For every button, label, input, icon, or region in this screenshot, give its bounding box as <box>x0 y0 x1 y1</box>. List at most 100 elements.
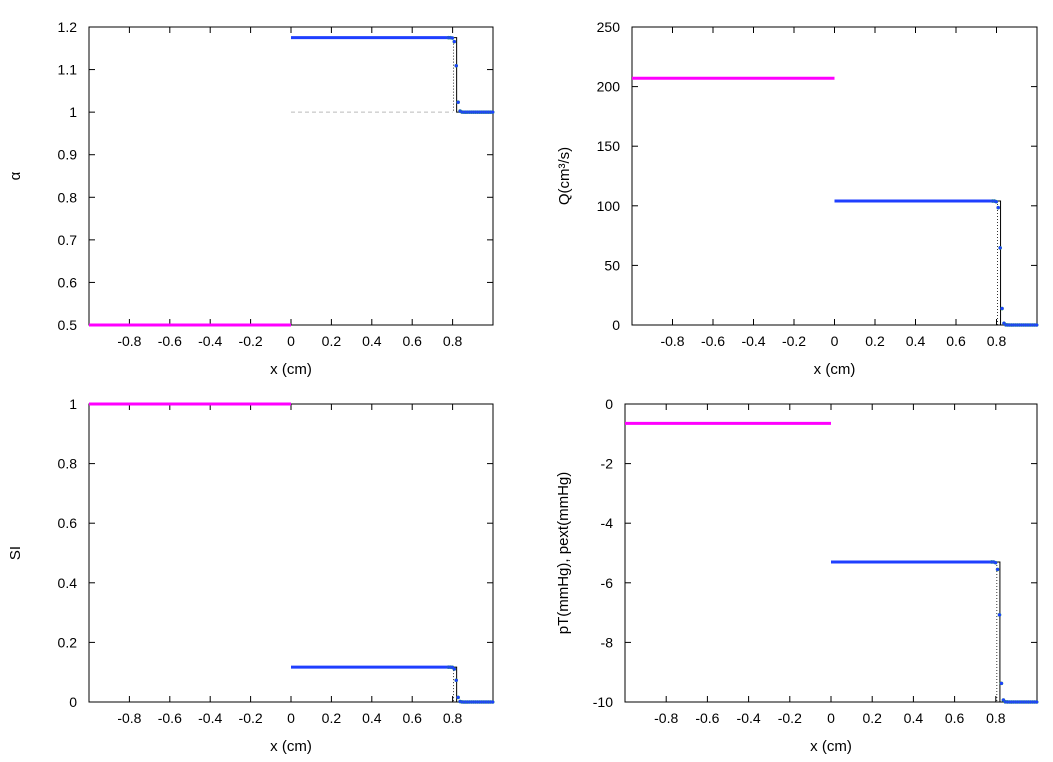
y-tick-label: 250 <box>597 19 621 35</box>
y-tick-label: 0.8 <box>58 189 78 205</box>
y-tick-label: 1 <box>69 104 77 120</box>
x-tick-label: 0.2 <box>322 710 342 726</box>
x-tick-label: -0.2 <box>782 333 806 349</box>
plot-frame <box>631 26 1038 326</box>
panel-alpha: -0.8 -0.6 -0.4 -0.2 0 0.2 0.4 0.6 0.8 0.5 0.6 0.7 0.… <box>7 19 495 378</box>
y-tick-label: 150 <box>597 138 621 154</box>
panel-si: -0.8 -0.6 -0.4 -0.2 0 0.2 0.4 0.6 0.8 0 0.2 0.4 0.6 0… <box>7 396 495 755</box>
x-tick-label: -0.6 <box>158 710 182 726</box>
x-axis-label: x (cm) <box>270 361 312 378</box>
x-tick-label: 0.8 <box>986 710 1006 726</box>
x-tick-label: -0.8 <box>117 710 141 726</box>
exact-solution-line <box>291 37 493 113</box>
x-tick-label: 0 <box>287 333 295 349</box>
x-tick-label: -0.6 <box>158 333 182 349</box>
numerical-point <box>450 36 454 40</box>
numerical-point <box>996 206 1000 210</box>
y-tick-label: 0 <box>612 317 620 333</box>
x-tick-label: 0 <box>827 710 835 726</box>
numerical-point <box>491 110 495 114</box>
x-tick-label: -0.2 <box>239 710 263 726</box>
x-tick-label: -0.4 <box>198 333 222 349</box>
x-tick-label: 0.6 <box>402 710 422 726</box>
y-tick-label: 0.4 <box>58 575 78 591</box>
numerical-point <box>997 613 1002 617</box>
plot-frame <box>88 26 494 326</box>
x-tick-label: 0.4 <box>904 710 924 726</box>
x-axis-label: x (cm) <box>810 738 852 755</box>
y-tick-label: -2 <box>601 456 614 472</box>
numerical-point <box>1035 700 1039 704</box>
x-tick-label: 0.8 <box>443 333 463 349</box>
numerical-point <box>994 200 998 204</box>
numerical-point <box>999 681 1004 685</box>
x-tick-label: 0.2 <box>862 710 882 726</box>
y-axis-label: α <box>7 171 24 180</box>
y-tick-label: 1.1 <box>58 62 78 78</box>
numerical-point <box>995 567 1000 572</box>
x-tick-label: -0.8 <box>654 710 678 726</box>
y-tick-label: 0.8 <box>58 456 78 472</box>
x-tick-label: 0.2 <box>322 333 342 349</box>
y-tick-label: 0.5 <box>58 317 78 333</box>
x-tick-label: 0 <box>831 333 839 349</box>
x-tick-label: 0.4 <box>362 710 382 726</box>
x-tick-label: -0.4 <box>198 710 222 726</box>
numerical-point <box>454 678 458 682</box>
numerical-point <box>452 40 456 44</box>
numerical-point <box>993 561 998 565</box>
y-tick-label: 0 <box>605 396 613 412</box>
numerical-point <box>456 695 460 699</box>
y-tick-label: -6 <box>601 575 614 591</box>
x-tick-label: 0.2 <box>865 333 885 349</box>
y-tick-label: 0.6 <box>58 515 78 531</box>
y-axis-label: Q(cm³/s) <box>556 147 573 205</box>
y-tick-label: 0.6 <box>58 274 78 290</box>
x-axis-label: x (cm) <box>270 738 312 755</box>
x-tick-label: 0.8 <box>987 333 1007 349</box>
numerical-point <box>456 100 460 104</box>
numerical-point <box>454 64 458 68</box>
y-tick-label: 200 <box>597 79 621 95</box>
y-tick-label: 0.2 <box>58 634 78 650</box>
x-tick-label: -0.8 <box>117 333 141 349</box>
x-tick-label: -0.6 <box>695 710 719 726</box>
x-tick-label: -0.2 <box>239 333 263 349</box>
x-tick-label: -0.4 <box>741 333 765 349</box>
y-tick-label: 100 <box>597 198 621 214</box>
y-tick-label: 0 <box>69 694 77 710</box>
y-axis-label: SI <box>7 546 24 560</box>
x-tick-label: -0.2 <box>778 710 802 726</box>
numerical-point <box>1035 323 1039 327</box>
exact-solution-line <box>831 561 1037 703</box>
x-tick-label: -0.4 <box>737 710 761 726</box>
x-tick-label: 0.6 <box>402 333 422 349</box>
x-axis-label: x (cm) <box>814 361 856 378</box>
numerical-point <box>491 700 495 704</box>
x-tick-label: -0.8 <box>660 333 684 349</box>
panel-pt: -0.8 -0.6 -0.4 -0.2 0 0.2 0.4 0.6 0.8 -10 -8 -6 -4 -2… <box>555 396 1039 755</box>
y-tick-label: 0.7 <box>58 232 78 248</box>
numerical-point <box>452 667 456 671</box>
y-tick-label: 1 <box>69 396 77 412</box>
panel-q: -0.8 -0.6 -0.4 -0.2 0 0.2 0.4 0.6 0.8 0 50 100 150 20… <box>556 19 1039 378</box>
plot-frame <box>624 403 1038 703</box>
x-tick-label: 0 <box>287 710 295 726</box>
y-axis-label: pT(mmHg), pext(mmHg) <box>555 472 572 635</box>
y-tick-label: -8 <box>601 634 614 650</box>
plot-frame <box>88 403 494 703</box>
x-tick-label: 0.6 <box>945 710 965 726</box>
x-tick-label: 0.4 <box>362 333 382 349</box>
exact-solution-line <box>291 666 493 703</box>
exact-solution-line <box>834 200 1037 326</box>
x-tick-label: 0.4 <box>906 333 926 349</box>
y-tick-label: 0.9 <box>58 147 78 163</box>
x-tick-label: 0.6 <box>946 333 966 349</box>
x-tick-label: -0.6 <box>701 333 725 349</box>
y-tick-label: 50 <box>604 257 620 273</box>
numerical-point <box>998 246 1002 250</box>
numerical-point <box>1000 306 1004 311</box>
y-tick-label: 1.2 <box>58 19 78 35</box>
x-tick-label: 0.8 <box>443 710 463 726</box>
